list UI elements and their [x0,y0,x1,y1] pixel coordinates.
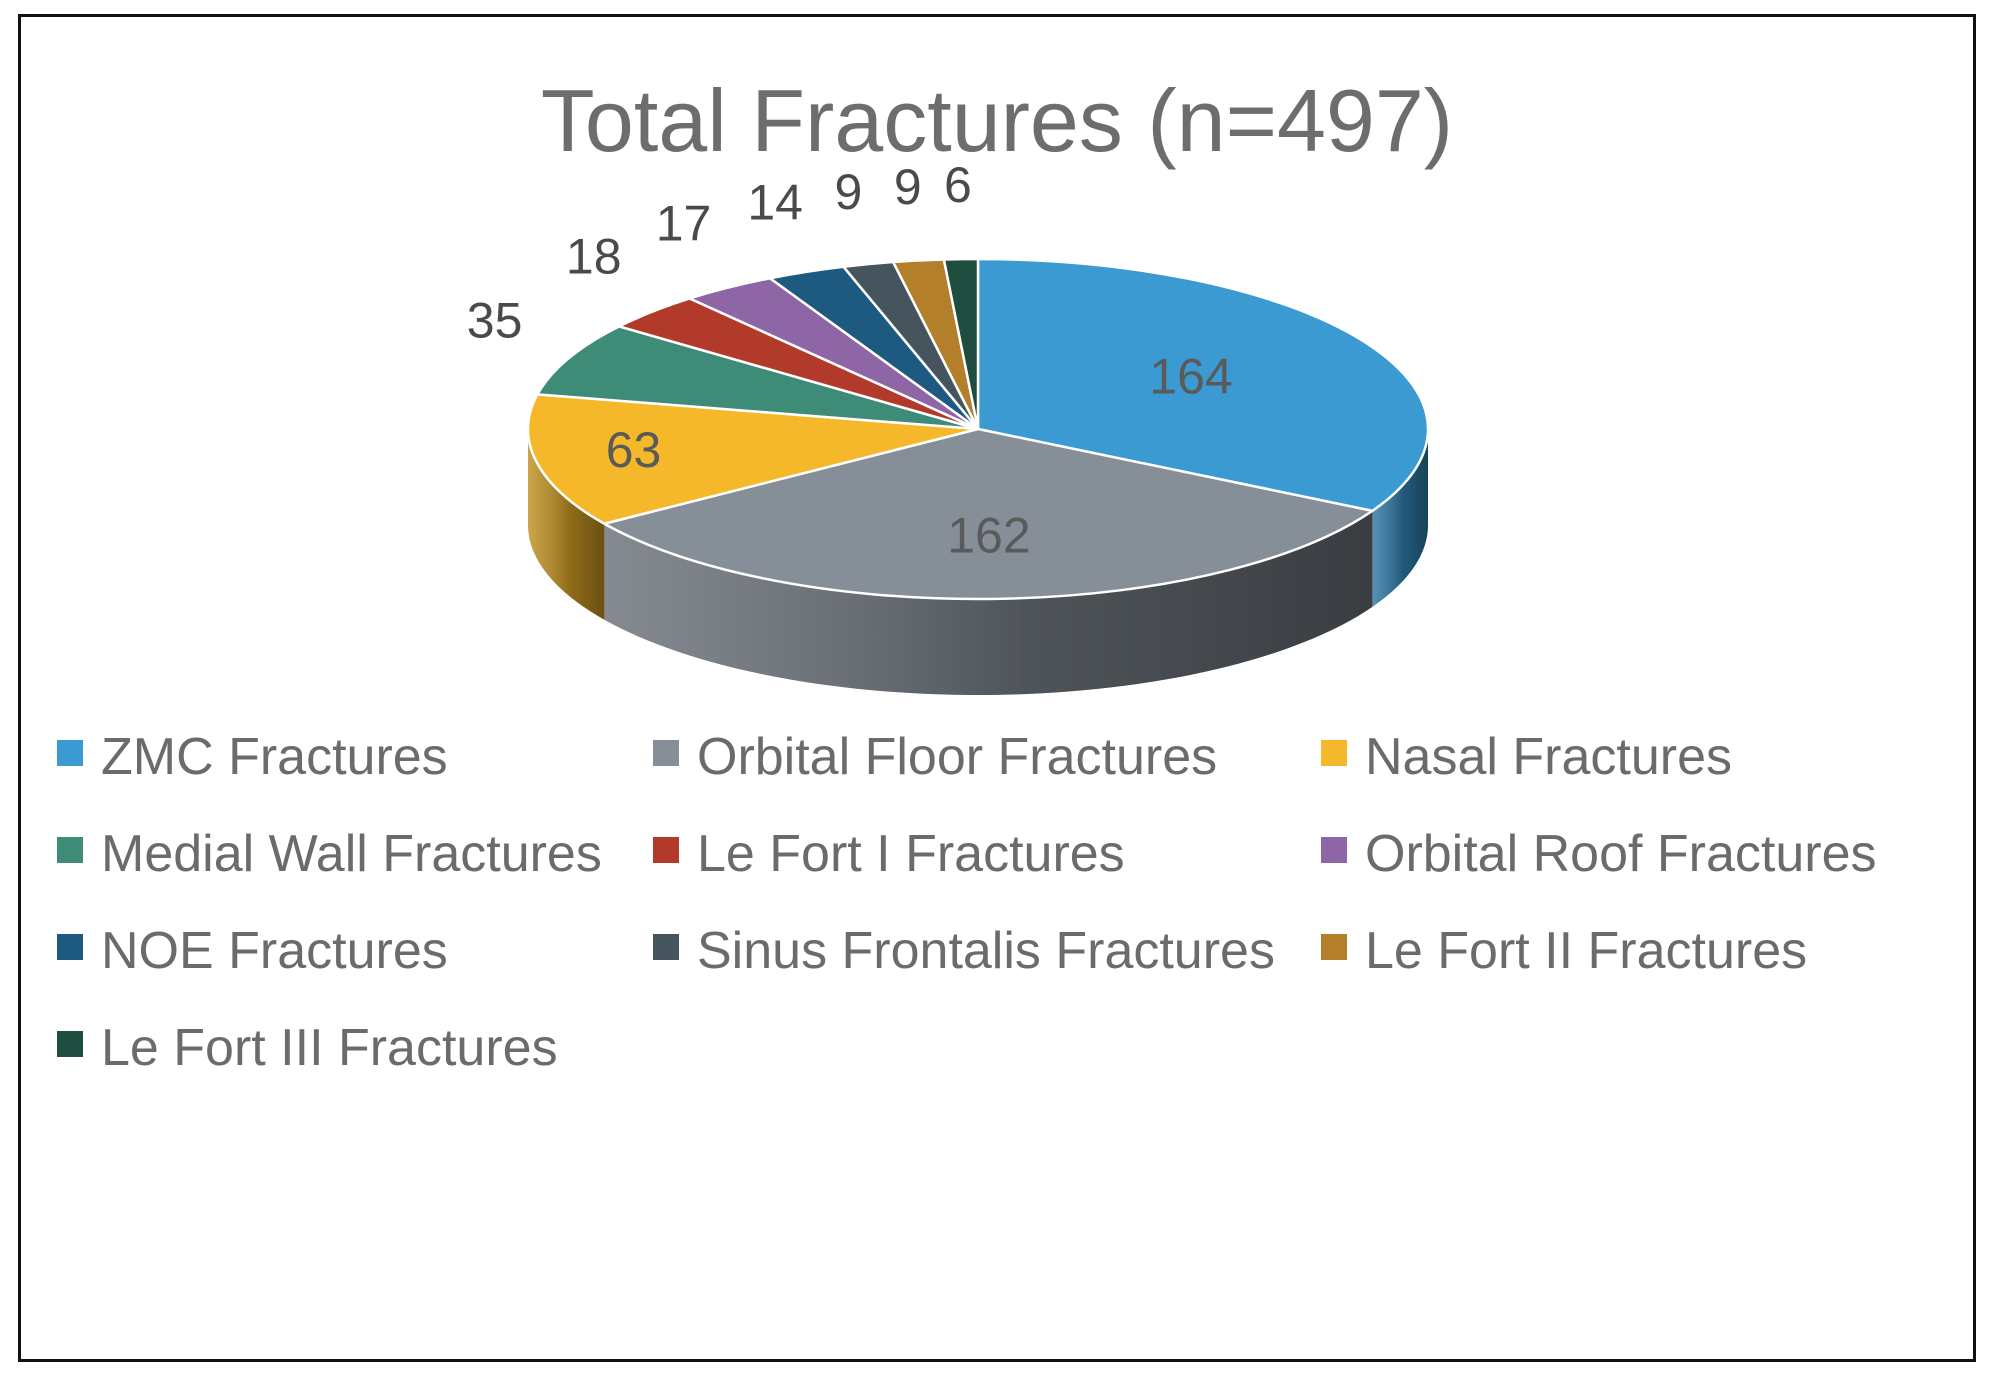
legend-item-7: NOE Fractures [57,922,448,980]
legend-item-3: Nasal Fractures [1321,728,1732,786]
legend-swatch-4 [57,837,83,863]
legend-item-6: Orbital Roof Fractures [1321,825,1877,883]
legend-item-1: ZMC Fractures [57,728,448,786]
legend-swatch-10 [57,1031,83,1057]
legend-label-5: Le Fort I Fractures [697,825,1125,883]
legend-item-10: Le Fort III Fractures [57,1019,558,1077]
chart-frame: Total Fractures (n=497) 164 162 63 35 18 17 14… [18,14,1976,1362]
pie-side-shade-1 [1372,429,1428,607]
pie-data-label-9: 9 [894,159,922,215]
legend-swatch-5 [653,837,679,863]
pie-data-label-2: 162 [947,507,1030,563]
pie-side-shade-2 [604,510,1373,695]
pie-slice-2 [603,427,1374,601]
legend-item-5: Le Fort I Fractures [653,825,1125,883]
legend-swatch-8 [653,934,679,960]
chart-title: Total Fractures (n=497) [541,71,1453,170]
pie-data-label-6: 17 [656,196,712,252]
legend-item-2: Orbital Floor Fractures [653,728,1217,786]
pie-slices [526,257,1430,601]
pie-slice-1 [976,257,1430,513]
pie-slice-4 [536,325,980,431]
legend-label-2: Orbital Floor Fractures [697,728,1217,786]
pie-data-label-10: 6 [944,157,972,213]
legend-label-10: Le Fort III Fractures [101,1019,558,1077]
legend-label-6: Orbital Roof Fractures [1365,825,1877,883]
legend-swatch-7 [57,934,83,960]
pie-data-label-3: 63 [606,422,662,478]
pie-chart: Total Fractures (n=497) 164 162 63 35 18 17 14… [57,71,1877,1077]
pie-slice-3 [526,393,980,525]
legend-label-1: ZMC Fractures [101,728,448,786]
legend-item-9: Le Fort II Fractures [1321,922,1807,980]
legend-swatch-2 [653,740,679,766]
pie-slice-10 [942,257,980,431]
legend-swatch-9 [1321,934,1347,960]
legend-label-7: NOE Fractures [101,922,448,980]
legend-label-9: Le Fort II Fractures [1365,922,1807,980]
legend-item-8: Sinus Frontalis Fractures [653,922,1275,980]
legend-label-8: Sinus Frontalis Fractures [697,922,1275,980]
legend-item-4: Medial Wall Fractures [57,825,602,883]
legend-swatch-3 [1321,740,1347,766]
pie-data-label-5: 18 [566,228,622,284]
pie-data-label-1: 164 [1149,348,1232,404]
pie-side-shade-3 [528,429,605,620]
legend-label-3: Nasal Fractures [1365,728,1732,786]
legend-swatch-6 [1321,837,1347,863]
pie-sides [528,429,1428,695]
legend-swatch-1 [57,740,83,766]
pie-data-label-8: 9 [835,164,863,220]
legend: ZMC Fractures Orbital Floor Fractures Nasa… [57,728,1877,1077]
pie-data-label-4: 35 [467,292,523,348]
pie-data-label-7: 14 [747,174,803,230]
legend-label-4: Medial Wall Fractures [101,825,602,883]
